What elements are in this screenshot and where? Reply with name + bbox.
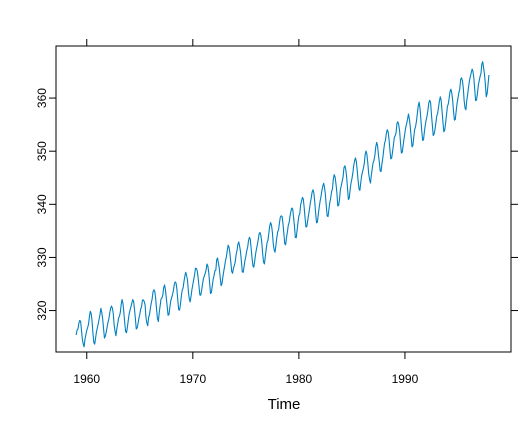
plot-frame <box>55 45 512 353</box>
y-tick-label-330: 330 <box>35 247 49 267</box>
y-axis-tick-labels: 320 330 340 350 360 <box>35 88 49 321</box>
y-axis-left-ticks <box>49 97 56 312</box>
x-tick-label-1970: 1970 <box>179 372 206 386</box>
series-line <box>75 61 490 348</box>
x-axis-bottom-ticks <box>86 352 406 359</box>
y-tick-label-320: 320 <box>35 300 49 320</box>
x-tick-label-1960: 1960 <box>73 372 100 386</box>
x-axis-title: Time <box>268 396 301 413</box>
x-axis-top-ticks <box>86 39 406 46</box>
y-tick-label-340: 340 <box>35 194 49 214</box>
y-axis-right-ticks <box>511 97 518 312</box>
x-axis-tick-labels: 1960 1970 1980 1990 <box>73 372 418 386</box>
x-tick-label-1990: 1990 <box>392 372 419 386</box>
x-tick-label-1980: 1980 <box>286 372 313 386</box>
y-tick-label-350: 350 <box>35 141 49 161</box>
y-tick-label-360: 360 <box>35 88 49 108</box>
